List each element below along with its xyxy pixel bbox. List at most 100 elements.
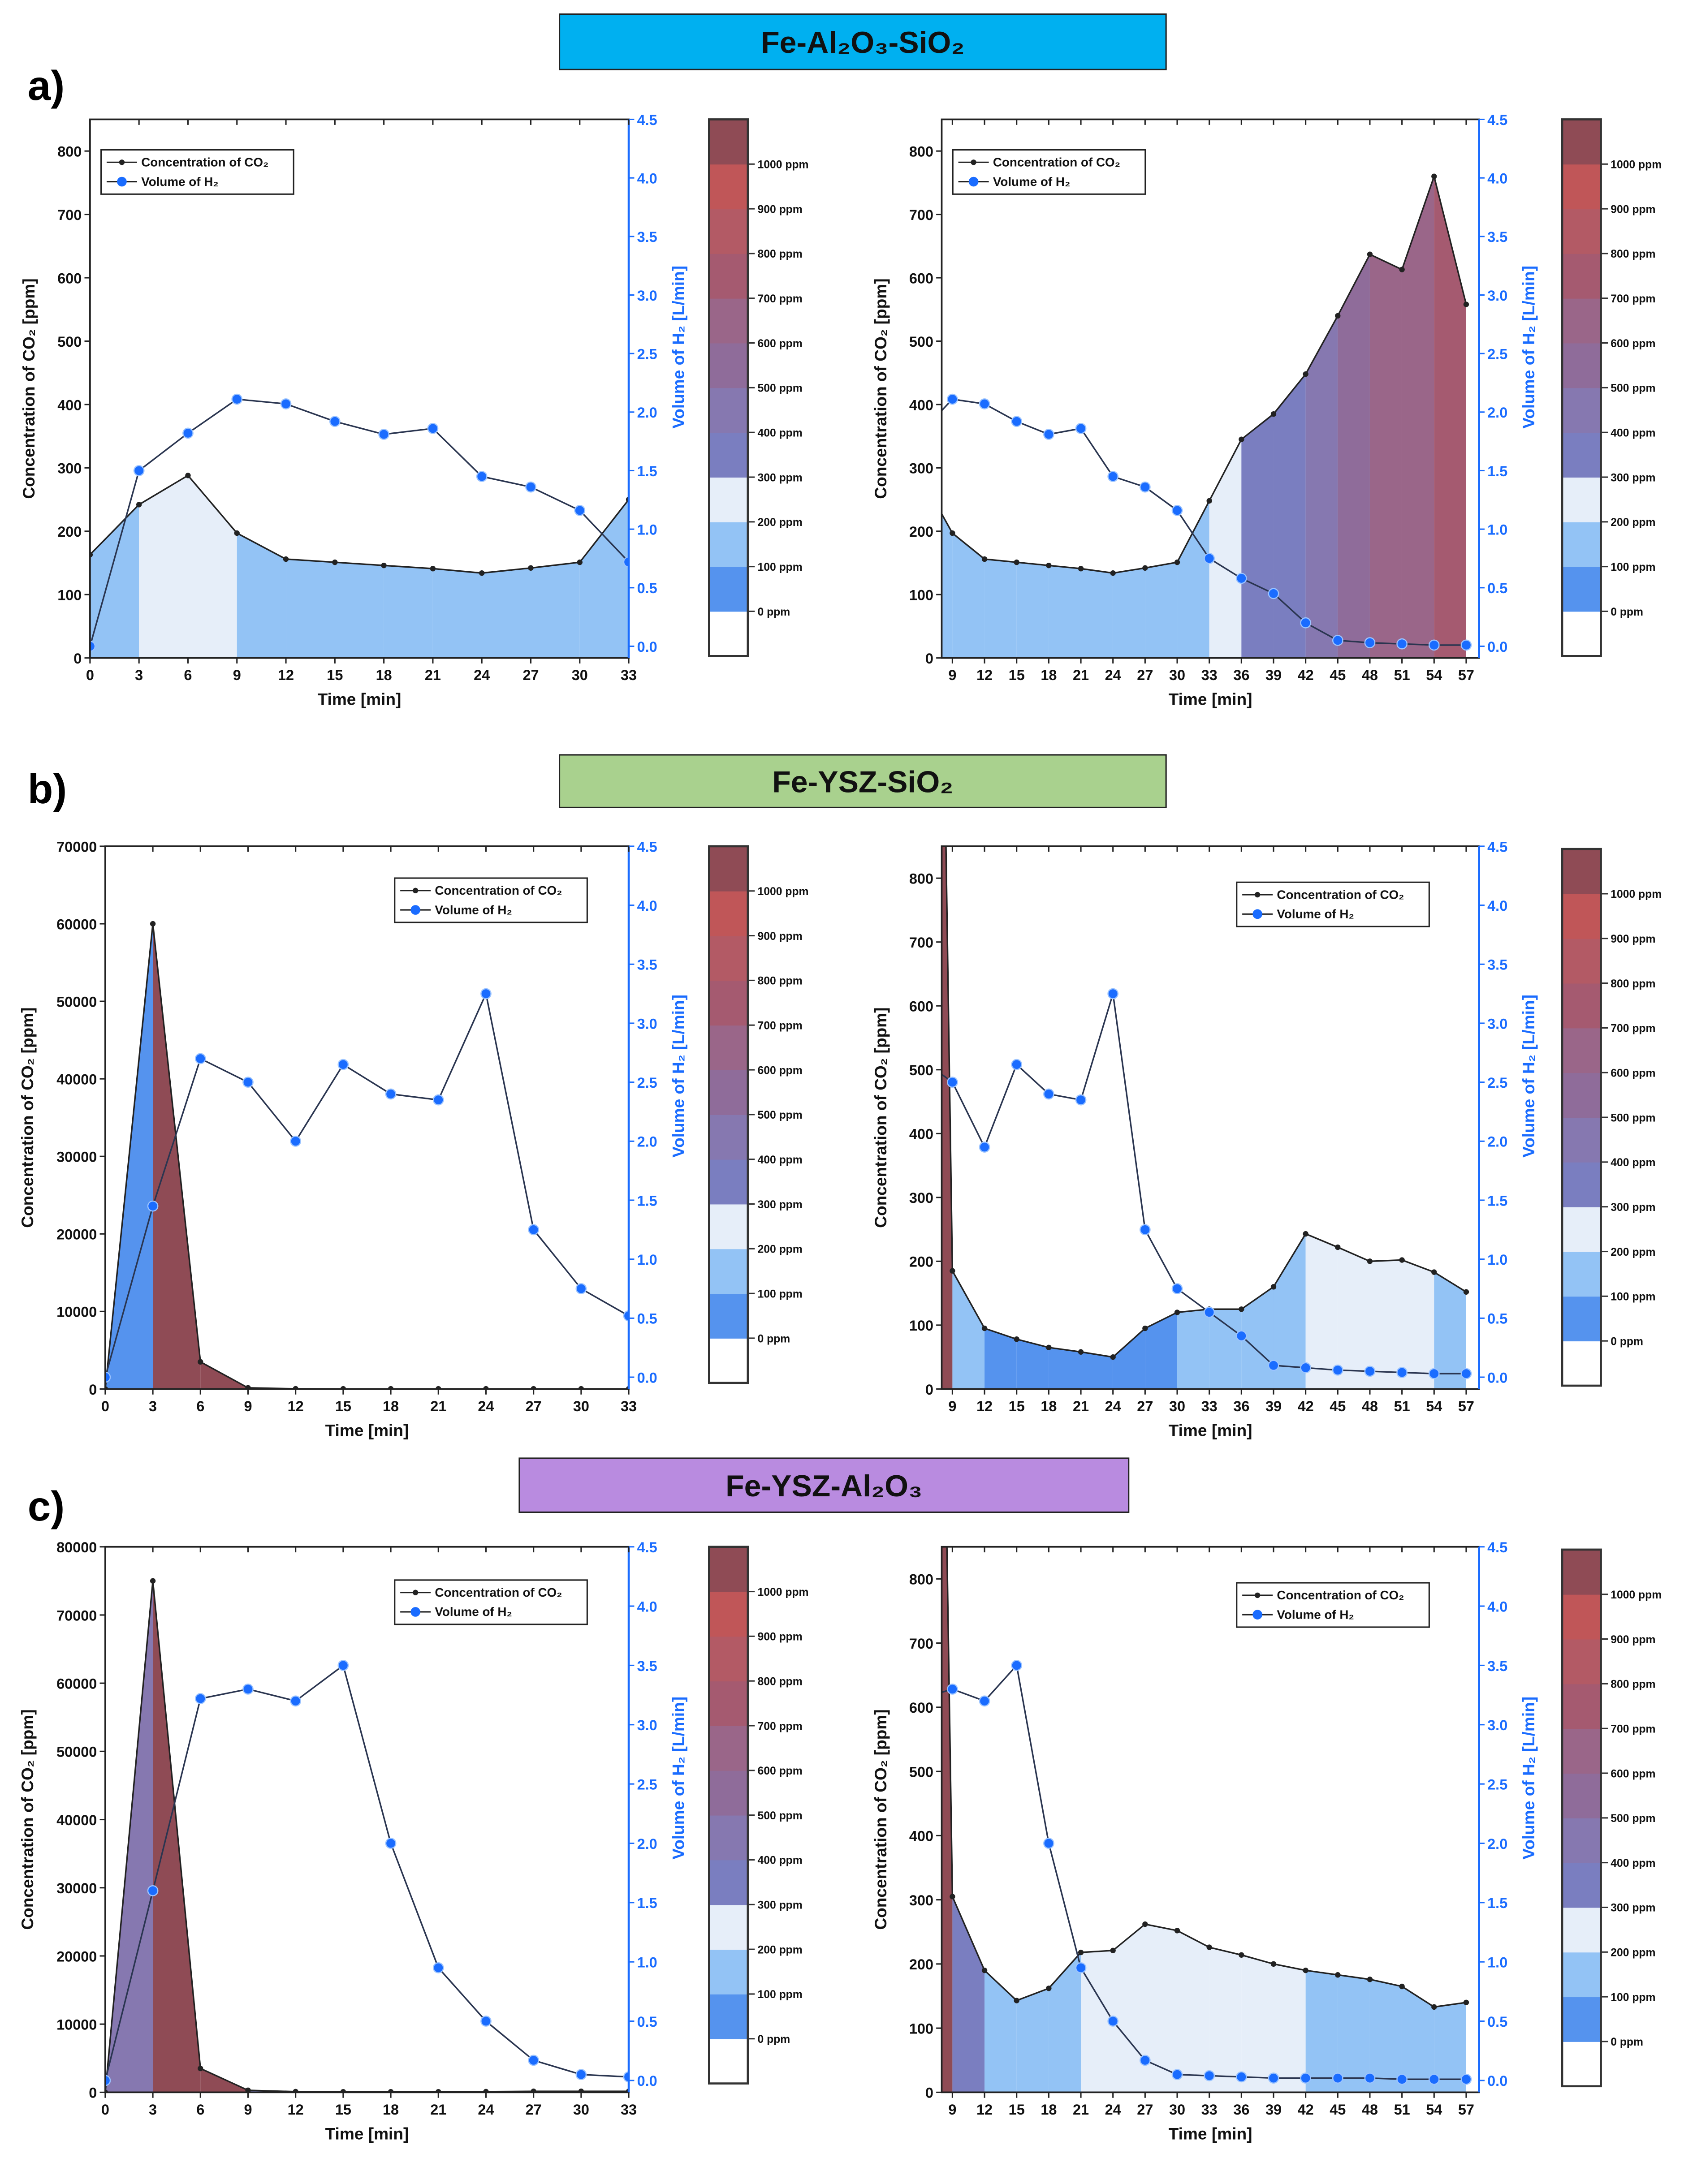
co2-point xyxy=(1174,1928,1180,1934)
colorbar-band xyxy=(1562,1907,1601,1953)
h2-point xyxy=(1107,471,1119,482)
colorbar-label: 500 ppm xyxy=(757,1109,802,1121)
area-segment xyxy=(1241,1287,1274,1389)
legend: Concentration of CO₂ Volume of H₂ xyxy=(952,149,1146,195)
y-tick-label: 500 xyxy=(57,334,82,350)
colorbar-band xyxy=(709,477,748,522)
x-tick-label: 18 xyxy=(383,1398,399,1414)
area-segment xyxy=(286,559,335,658)
colorbar-label: 800 ppm xyxy=(757,975,802,987)
area-segment xyxy=(1241,1955,1274,2093)
area-segment xyxy=(1081,569,1113,658)
h2-point xyxy=(1332,635,1343,646)
colorbar-band xyxy=(1562,1818,1601,1863)
y-tick-label: 0 xyxy=(925,650,933,667)
y2-tick-label: 2.5 xyxy=(1487,346,1507,362)
x-tick-label: 27 xyxy=(1137,2102,1153,2118)
h2-point xyxy=(337,1059,349,1070)
x-tick-label: 12 xyxy=(288,2102,304,2118)
area-segment xyxy=(1338,1247,1370,1389)
legend-co2-label: Concentration of CO₂ xyxy=(435,1585,562,1599)
colorbar-band xyxy=(1562,1073,1601,1118)
area-segment xyxy=(1016,1988,1049,2093)
area-segment xyxy=(1209,1309,1242,1389)
x-tick-label: 48 xyxy=(1362,1398,1378,1414)
y-tick-label: 20000 xyxy=(56,1227,97,1243)
h2-point xyxy=(525,481,536,493)
x-tick-label: 30 xyxy=(573,1398,589,1414)
co2-point xyxy=(1014,559,1019,565)
y2-tick-label: 4.5 xyxy=(637,839,657,855)
h2-point xyxy=(432,1094,444,1106)
colorbar-band xyxy=(709,1726,748,1771)
co2-line xyxy=(946,1546,1467,2008)
h2-point xyxy=(385,1088,397,1100)
co2-point xyxy=(1399,1983,1405,1990)
colorbar-band xyxy=(709,1815,748,1861)
co2-point xyxy=(1270,1284,1277,1290)
x-tick-label: 15 xyxy=(335,2102,351,2118)
area-segment xyxy=(1305,1234,1338,1389)
y-tick-label: 80000 xyxy=(56,1539,97,1555)
y2-tick-label: 0.0 xyxy=(637,1370,657,1386)
panel-title: Fe-YSZ-SiO₂ xyxy=(772,765,953,799)
x-tick-label: 51 xyxy=(1394,667,1410,683)
x-tick-label: 42 xyxy=(1298,667,1314,683)
colorbar-label: 700 ppm xyxy=(1611,1723,1655,1735)
y2-tick-label: 1.0 xyxy=(1487,522,1507,538)
h2-point xyxy=(480,2016,492,2027)
plot-area xyxy=(941,846,1472,1389)
colorbar-label: 700 ppm xyxy=(757,1720,802,1732)
x-tick-label: 39 xyxy=(1265,1398,1282,1414)
y-tick-label: 400 xyxy=(909,397,933,413)
y2-tick-label: 3.0 xyxy=(637,1016,657,1032)
colorbar-band xyxy=(1562,477,1601,522)
area-segment xyxy=(1402,176,1434,658)
legend-co2-label: Concentration of CO₂ xyxy=(993,155,1120,169)
y2-tick-label: 2.5 xyxy=(1487,1075,1507,1091)
area-segment xyxy=(579,500,629,658)
co2-point xyxy=(1399,1257,1405,1263)
co2-point xyxy=(1014,1336,1019,1342)
x-tick-label: 21 xyxy=(425,667,441,683)
colorbar-band xyxy=(709,1904,748,1950)
colorbar-label: 100 ppm xyxy=(1611,561,1655,573)
h2-point xyxy=(1011,1660,1023,1671)
y-tick-label: 700 xyxy=(909,935,933,951)
h2-point xyxy=(1043,429,1054,440)
x-tick-label: 51 xyxy=(1394,2102,1410,2118)
colorbar-band xyxy=(709,209,748,254)
colorbar-label: 800 ppm xyxy=(1611,1679,1655,1691)
h2-point xyxy=(979,1695,990,1707)
y2-tick-label: 0.5 xyxy=(1487,2014,1507,2030)
y2-tick-label: 1.5 xyxy=(637,463,657,479)
co2-point xyxy=(1399,267,1405,272)
h2-point xyxy=(1043,1088,1054,1100)
h2-point xyxy=(979,1142,990,1153)
area-segment xyxy=(984,1970,1017,2093)
colorbar-band xyxy=(1562,1028,1601,1073)
x-tick-label: 21 xyxy=(1073,667,1089,683)
co2-point xyxy=(1174,559,1180,565)
area-segment xyxy=(1177,1930,1209,2093)
colorbar-label: 700 ppm xyxy=(757,1020,802,1032)
h2-point xyxy=(1268,2072,1279,2084)
x-tick-label: 57 xyxy=(1458,667,1474,683)
h2-point xyxy=(1204,1306,1215,1318)
h2-point xyxy=(574,504,586,516)
y-tick-label: 70000 xyxy=(56,839,97,855)
colorbar-label: 600 ppm xyxy=(757,338,802,350)
co2-point xyxy=(1239,1952,1244,1958)
y2-axis-label: Volume of H₂ [L/min] xyxy=(1519,1697,1538,1860)
colorbar-band xyxy=(709,1204,748,1249)
y2-tick-label: 3.5 xyxy=(1487,1658,1507,1674)
y-tick-label: 10000 xyxy=(56,1304,97,1320)
x-tick-label: 21 xyxy=(430,1398,446,1414)
x-tick-label: 9 xyxy=(948,1398,956,1414)
x-axis-label: Time [min] xyxy=(1169,1421,1252,1439)
co2-point xyxy=(1335,313,1341,319)
area-segment xyxy=(531,562,580,658)
x-tick-label: 9 xyxy=(948,2102,956,2118)
y-axis-label: Concentration of CO₂ [ppm] xyxy=(18,1008,37,1228)
panel-header-0: Fe-Al₂O₃-SiO₂ a) xyxy=(28,13,1167,109)
